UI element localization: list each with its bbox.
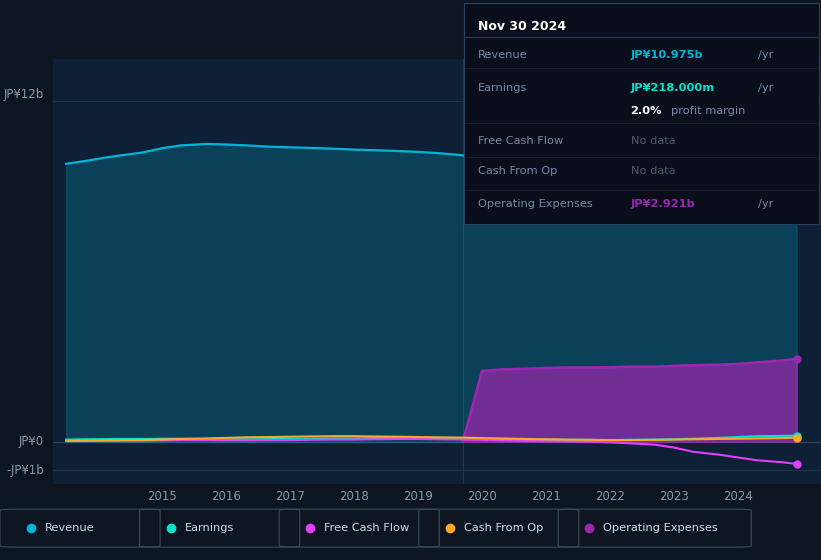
Text: Cash From Op: Cash From Op xyxy=(464,523,544,533)
Text: Nov 30 2024: Nov 30 2024 xyxy=(478,20,566,32)
Text: No data: No data xyxy=(631,136,675,146)
Text: 2.0%: 2.0% xyxy=(631,106,662,116)
Text: Earnings: Earnings xyxy=(478,83,527,93)
Text: JP¥12b: JP¥12b xyxy=(3,88,44,101)
Text: Revenue: Revenue xyxy=(45,523,94,533)
Text: Operating Expenses: Operating Expenses xyxy=(603,523,718,533)
Text: Revenue: Revenue xyxy=(478,50,528,60)
Text: JP¥2.921b: JP¥2.921b xyxy=(631,199,695,209)
Text: profit margin: profit margin xyxy=(672,106,745,116)
Text: Earnings: Earnings xyxy=(185,523,234,533)
Text: /yr: /yr xyxy=(759,83,773,93)
Text: JP¥10.975b: JP¥10.975b xyxy=(631,50,703,60)
Text: Free Cash Flow: Free Cash Flow xyxy=(324,523,410,533)
Text: Cash From Op: Cash From Op xyxy=(478,166,557,176)
Text: JP¥218.000m: JP¥218.000m xyxy=(631,83,715,93)
Text: /yr: /yr xyxy=(759,199,773,209)
Text: /yr: /yr xyxy=(759,50,773,60)
Text: -JP¥1b: -JP¥1b xyxy=(6,464,44,477)
Text: Free Cash Flow: Free Cash Flow xyxy=(478,136,563,146)
Text: Operating Expenses: Operating Expenses xyxy=(478,199,593,209)
Text: No data: No data xyxy=(631,166,675,176)
Text: JP¥0: JP¥0 xyxy=(19,435,44,449)
